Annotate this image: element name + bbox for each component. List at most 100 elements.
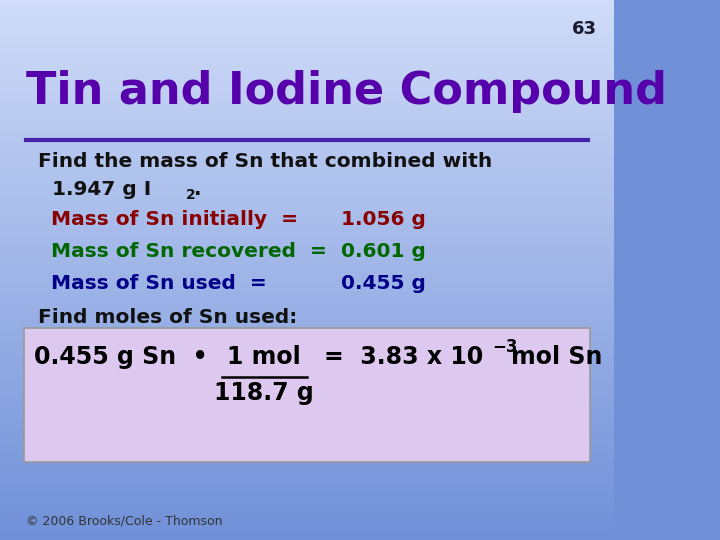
Text: Find moles of Sn used:: Find moles of Sn used: bbox=[38, 308, 297, 327]
Bar bbox=[0, 59, 613, 65]
Bar bbox=[0, 308, 613, 313]
Bar bbox=[0, 335, 613, 340]
Text: 1.947 g I: 1.947 g I bbox=[38, 180, 152, 199]
Bar bbox=[0, 32, 613, 38]
Bar bbox=[0, 281, 613, 286]
Bar bbox=[0, 373, 613, 378]
Bar bbox=[0, 497, 613, 502]
Bar bbox=[0, 427, 613, 432]
Bar bbox=[0, 297, 613, 302]
Bar bbox=[0, 70, 613, 76]
Bar bbox=[0, 394, 613, 400]
Bar bbox=[0, 524, 613, 529]
Bar bbox=[0, 292, 613, 297]
Text: © 2006 Brooks/Cole - Thomson: © 2006 Brooks/Cole - Thomson bbox=[26, 515, 222, 528]
Bar bbox=[0, 486, 613, 491]
Bar bbox=[0, 243, 613, 248]
Text: −3: −3 bbox=[492, 338, 518, 356]
Bar bbox=[0, 92, 613, 97]
Bar bbox=[0, 529, 613, 535]
Bar bbox=[0, 97, 613, 103]
Bar bbox=[0, 464, 613, 470]
Bar bbox=[0, 221, 613, 227]
Bar bbox=[0, 184, 613, 189]
Bar bbox=[0, 502, 613, 508]
Text: mol Sn: mol Sn bbox=[511, 345, 603, 369]
Bar bbox=[0, 518, 613, 524]
Bar bbox=[0, 448, 613, 454]
Bar bbox=[0, 362, 613, 367]
Bar bbox=[0, 378, 613, 383]
Bar bbox=[0, 178, 613, 184]
Bar bbox=[0, 405, 613, 410]
Text: 1.056 g: 1.056 g bbox=[341, 210, 426, 229]
Bar bbox=[0, 81, 613, 86]
Text: 63: 63 bbox=[572, 20, 597, 38]
Text: Find the mass of Sn that combined with: Find the mass of Sn that combined with bbox=[38, 152, 492, 171]
Bar bbox=[0, 16, 613, 22]
Bar bbox=[0, 302, 613, 308]
Bar bbox=[0, 248, 613, 254]
Text: Mass of Sn recovered  =: Mass of Sn recovered = bbox=[51, 242, 327, 261]
Bar bbox=[0, 491, 613, 497]
Bar bbox=[0, 146, 613, 151]
Bar bbox=[0, 0, 613, 5]
Bar bbox=[0, 513, 613, 518]
Bar bbox=[0, 54, 613, 59]
Bar bbox=[0, 432, 613, 437]
Bar bbox=[0, 151, 613, 157]
Bar bbox=[0, 389, 613, 394]
Bar bbox=[0, 254, 613, 259]
Bar bbox=[0, 38, 613, 43]
Text: 0.601 g: 0.601 g bbox=[341, 242, 426, 261]
Bar bbox=[0, 205, 613, 211]
Bar bbox=[0, 5, 613, 11]
Bar bbox=[0, 346, 613, 351]
Text: 1 mol: 1 mol bbox=[228, 345, 301, 369]
Bar bbox=[0, 189, 613, 194]
Bar bbox=[0, 410, 613, 416]
FancyBboxPatch shape bbox=[24, 328, 590, 462]
Text: .: . bbox=[194, 180, 202, 199]
Bar bbox=[0, 173, 613, 178]
Bar bbox=[0, 200, 613, 205]
Bar bbox=[0, 319, 613, 324]
Bar bbox=[0, 421, 613, 427]
Bar bbox=[0, 351, 613, 356]
Bar bbox=[0, 103, 613, 108]
Bar bbox=[0, 232, 613, 238]
Bar bbox=[0, 65, 613, 70]
Bar bbox=[0, 86, 613, 92]
Bar bbox=[0, 383, 613, 389]
Bar bbox=[0, 157, 613, 162]
Bar bbox=[0, 22, 613, 27]
Bar bbox=[0, 356, 613, 362]
Bar bbox=[0, 167, 613, 173]
Bar bbox=[0, 11, 613, 16]
Text: =  3.83 x 10: = 3.83 x 10 bbox=[324, 345, 483, 369]
Bar bbox=[0, 130, 613, 135]
Bar bbox=[0, 238, 613, 243]
Bar bbox=[0, 135, 613, 140]
Bar bbox=[0, 124, 613, 130]
Bar bbox=[0, 43, 613, 49]
Bar bbox=[0, 275, 613, 281]
Bar bbox=[0, 119, 613, 124]
Bar bbox=[0, 216, 613, 221]
Bar bbox=[0, 265, 613, 270]
Bar bbox=[0, 454, 613, 459]
Bar bbox=[0, 313, 613, 319]
Bar bbox=[0, 194, 613, 200]
Bar bbox=[0, 27, 613, 32]
Bar bbox=[0, 400, 613, 405]
Bar bbox=[0, 481, 613, 486]
Text: 2: 2 bbox=[186, 188, 196, 202]
Bar bbox=[0, 259, 613, 265]
Bar bbox=[0, 162, 613, 167]
Text: Mass of Sn used  =: Mass of Sn used = bbox=[51, 274, 267, 293]
Text: Tin and Iodine Compound: Tin and Iodine Compound bbox=[26, 70, 667, 113]
Bar bbox=[0, 340, 613, 346]
Bar bbox=[0, 416, 613, 421]
Bar bbox=[0, 367, 613, 373]
Bar bbox=[0, 227, 613, 232]
